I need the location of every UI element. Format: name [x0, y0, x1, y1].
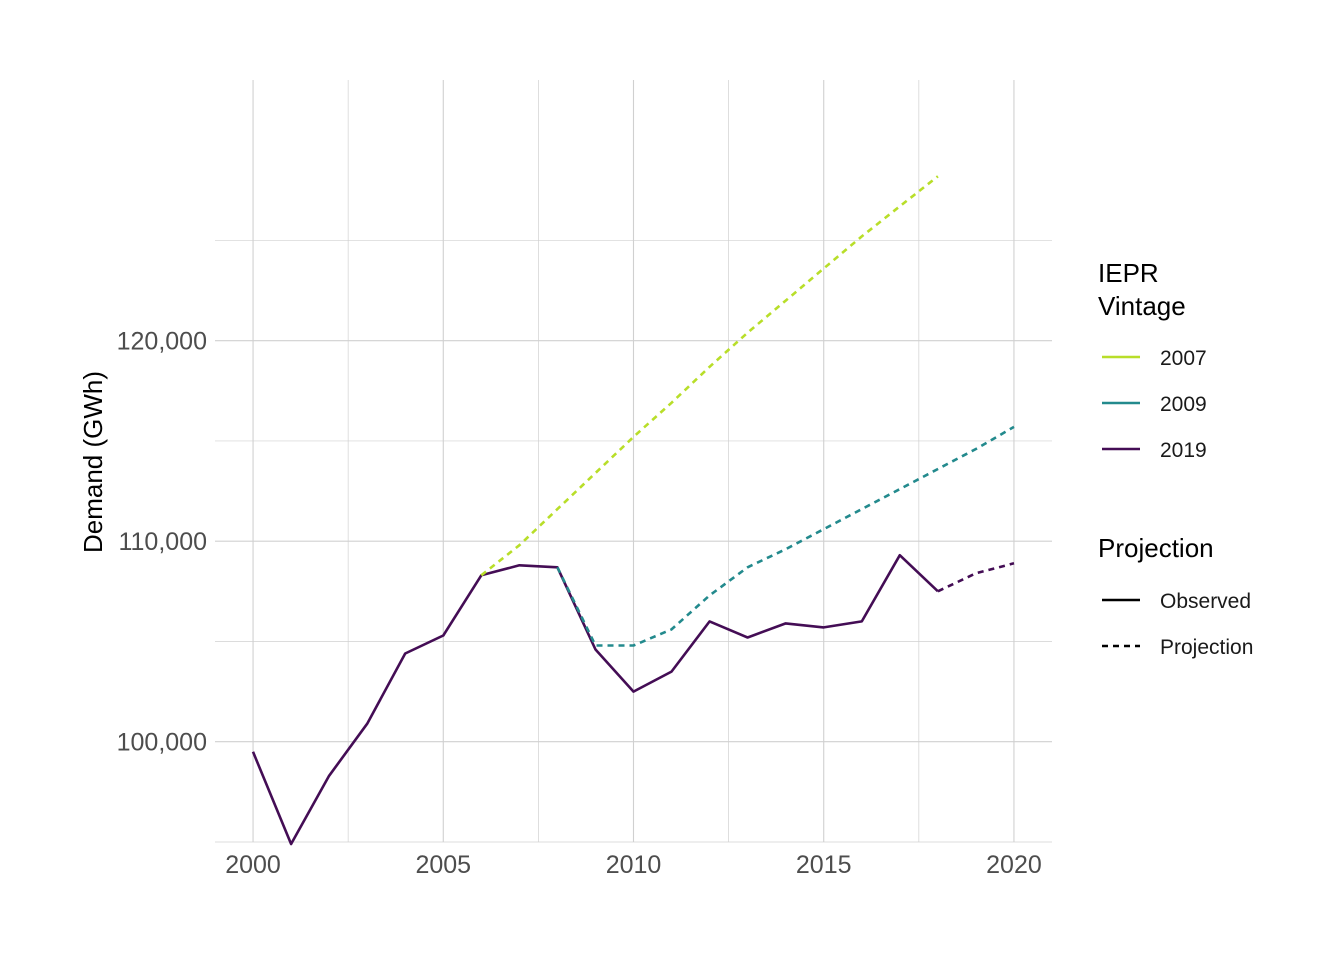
x-tick-label: 2015: [796, 851, 852, 879]
legend-title-projection: Projection: [1098, 533, 1214, 563]
y-tick-label: 120,000: [117, 328, 207, 356]
legend-title-vintage: IEPR: [1098, 258, 1159, 288]
legend-label-observed: Observed: [1160, 590, 1251, 613]
x-tick-label: 2020: [986, 851, 1042, 879]
y-axis-ticks: 100,000 110,000 120,000: [117, 328, 207, 757]
x-tick-label: 2005: [415, 851, 471, 879]
legend-title-vintage: Vintage: [1098, 291, 1186, 321]
series-line-2019-projection: [937, 562, 1015, 593]
y-tick-label: 110,000: [118, 528, 207, 556]
legend-label-2019: 2019: [1160, 439, 1207, 462]
legend-label-2009: 2009: [1160, 393, 1207, 416]
legend-label-2007: 2007: [1160, 347, 1207, 370]
y-tick-label: 100,000: [117, 729, 207, 757]
legend-label-projection: Projection: [1160, 636, 1253, 659]
series-line-2019-observed: [251, 553, 939, 846]
series-lines: [251, 175, 1015, 846]
series-line-2007-projection: [480, 175, 939, 577]
x-tick-label: 2000: [225, 851, 281, 879]
series-line-2009-projection: [556, 425, 1015, 647]
y-axis-title: Demand (GWh): [78, 371, 108, 553]
grid: [215, 80, 1052, 843]
x-axis-ticks: 2000 2005 2010 2015 2020: [225, 851, 1042, 879]
x-tick-label: 2010: [606, 851, 662, 879]
